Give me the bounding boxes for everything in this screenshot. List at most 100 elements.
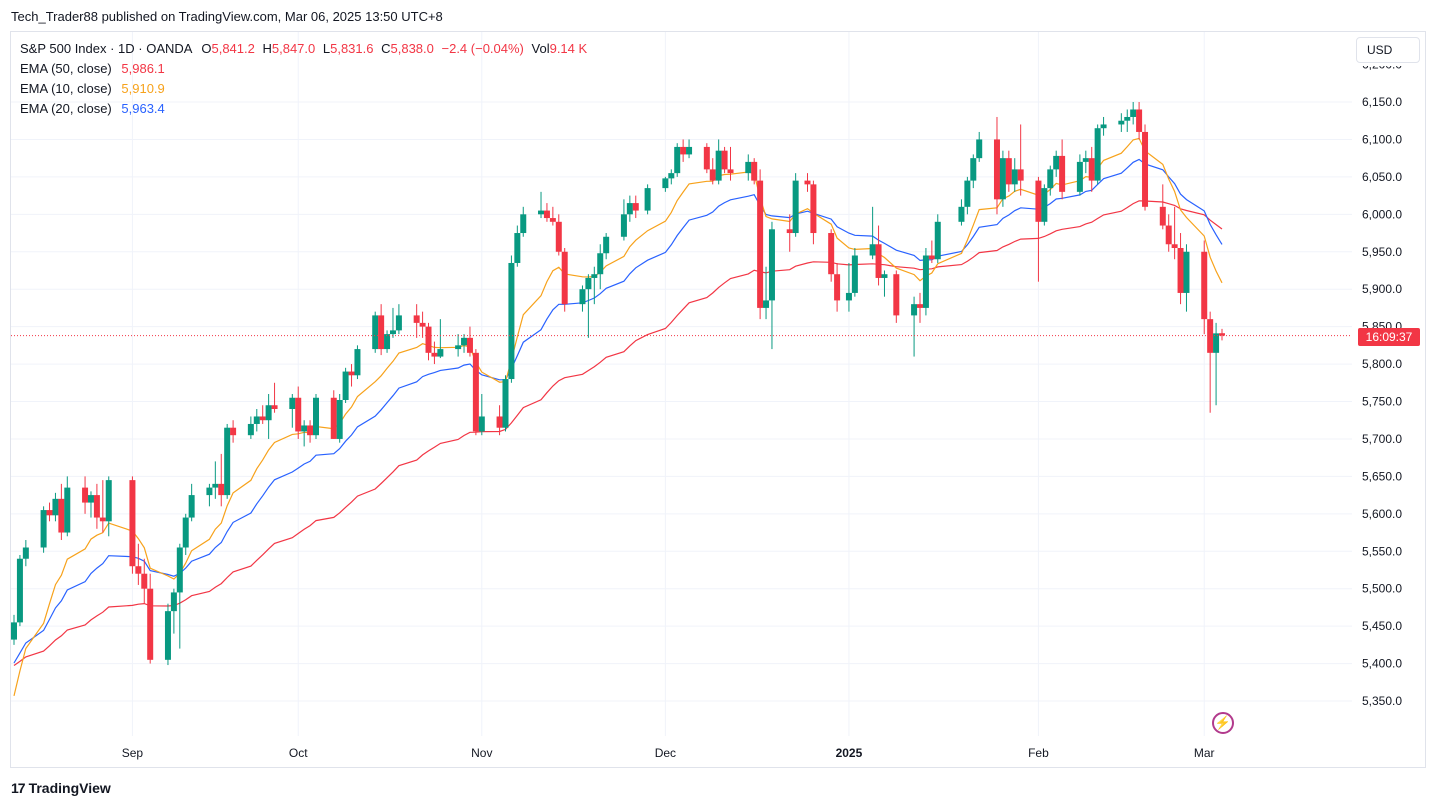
- time-axis[interactable]: Sep Oct Nov Dec 2025 Feb Mar: [122, 746, 1215, 760]
- candle-body: [804, 180, 811, 185]
- ema50-value: 5,986.1: [121, 61, 165, 76]
- ema50-label: EMA (50, close): [20, 61, 112, 76]
- candle: [1183, 244, 1190, 312]
- candle-body: [455, 345, 462, 350]
- chart-frame[interactable]: [10, 31, 1426, 768]
- candle: [301, 420, 308, 447]
- candle-body: [721, 150, 728, 170]
- y-tick-label: 5,500.0: [1362, 582, 1402, 596]
- candle-body: [378, 315, 385, 350]
- candle-body: [182, 517, 189, 548]
- candle: [970, 154, 977, 189]
- y-tick-label: 5,450.0: [1362, 619, 1402, 633]
- candle-body: [1207, 319, 1214, 353]
- candle-body: [105, 480, 112, 522]
- candle-body: [828, 233, 835, 275]
- candle-body: [1059, 155, 1066, 192]
- candle-body: [1219, 333, 1225, 336]
- price-axis[interactable]: 5,350.0 5,400.0 5,450.0 5,500.0 5,550.0 5,600…: [1353, 32, 1425, 708]
- candle-body: [591, 274, 598, 278]
- candle-body: [247, 423, 254, 436]
- candle-body: [993, 139, 1000, 200]
- candle: [502, 375, 509, 432]
- y-tick-label: 5,800.0: [1362, 357, 1402, 371]
- currency-button[interactable]: USD: [1356, 37, 1420, 63]
- candle-body: [478, 416, 485, 432]
- candle-body: [881, 274, 888, 278]
- candle: [212, 461, 219, 499]
- change-value: −2.4 (−0.04%): [441, 41, 524, 56]
- candle-body: [129, 480, 136, 567]
- candle-body: [603, 236, 610, 254]
- candle: [40, 506, 47, 553]
- ema10-line: [13, 137, 1223, 697]
- candle: [295, 386, 302, 439]
- candle-body: [709, 169, 716, 181]
- tradingview-brand[interactable]: 17 TradingView: [11, 780, 111, 796]
- candle: [1142, 124, 1149, 211]
- candle-body: [342, 371, 349, 401]
- candle: [721, 146, 728, 174]
- candle-body: [875, 244, 882, 278]
- tradingview-logo-icon: 17: [11, 780, 26, 796]
- candle: [703, 143, 710, 174]
- candle: [348, 364, 355, 387]
- candle: [1165, 214, 1172, 252]
- candle-body: [1011, 169, 1018, 185]
- candle: [336, 394, 343, 443]
- candle: [478, 394, 485, 436]
- candle-body: [1171, 244, 1178, 249]
- candle-body: [644, 188, 651, 211]
- candle: [372, 311, 379, 353]
- candle: [709, 158, 716, 185]
- candle: [395, 304, 402, 335]
- ema10-legend[interactable]: EMA (10, close) 5,910.9: [20, 79, 587, 99]
- candle-body: [674, 146, 681, 174]
- symbol-label[interactable]: S&P 500 Index · 1D · OANDA: [20, 41, 192, 56]
- candle: [768, 221, 775, 350]
- candle-body: [917, 304, 923, 308]
- candle: [289, 394, 296, 428]
- candle: [496, 405, 503, 436]
- y-tick-label: 6,100.0: [1362, 132, 1402, 146]
- candle-body: [555, 221, 562, 252]
- ema20-legend[interactable]: EMA (20, close) 5,963.4: [20, 99, 587, 119]
- candle-body: [1165, 225, 1172, 245]
- y-tick-label: 5,700.0: [1362, 432, 1402, 446]
- ema50-legend[interactable]: EMA (50, close) 5,986.1: [20, 59, 587, 79]
- y-tick-label: 5,350.0: [1362, 694, 1402, 708]
- candle: [579, 285, 586, 312]
- candle: [828, 229, 835, 282]
- candle-body: [751, 161, 758, 181]
- ema50-path: [13, 200, 1223, 666]
- candle-body: [16, 558, 23, 623]
- candle-body: [1082, 158, 1089, 162]
- candle-body: [389, 330, 396, 335]
- candle-body: [313, 397, 319, 436]
- lightning-icon[interactable]: ⚡: [1212, 712, 1234, 734]
- candle-body: [1076, 161, 1083, 192]
- candle: [58, 483, 65, 541]
- candle-body: [727, 169, 734, 174]
- candle-body: [1159, 206, 1166, 226]
- candle: [893, 270, 900, 323]
- ema20-value: 5,963.4: [121, 101, 165, 116]
- candle-body: [419, 322, 426, 327]
- candle: [1100, 116, 1107, 136]
- candle: [1219, 328, 1225, 341]
- candle: [1005, 150, 1012, 192]
- l-label: L: [322, 41, 331, 56]
- candle: [1118, 113, 1125, 132]
- candle-body: [437, 349, 444, 357]
- candle-body: [810, 184, 817, 234]
- candle: [715, 139, 722, 185]
- candle: [419, 311, 426, 338]
- candle: [757, 169, 764, 320]
- candle-body: [1177, 248, 1184, 293]
- candle: [881, 270, 888, 297]
- candle: [182, 513, 189, 555]
- candle: [1213, 322, 1220, 406]
- candle: [911, 296, 918, 357]
- candle: [1017, 124, 1024, 196]
